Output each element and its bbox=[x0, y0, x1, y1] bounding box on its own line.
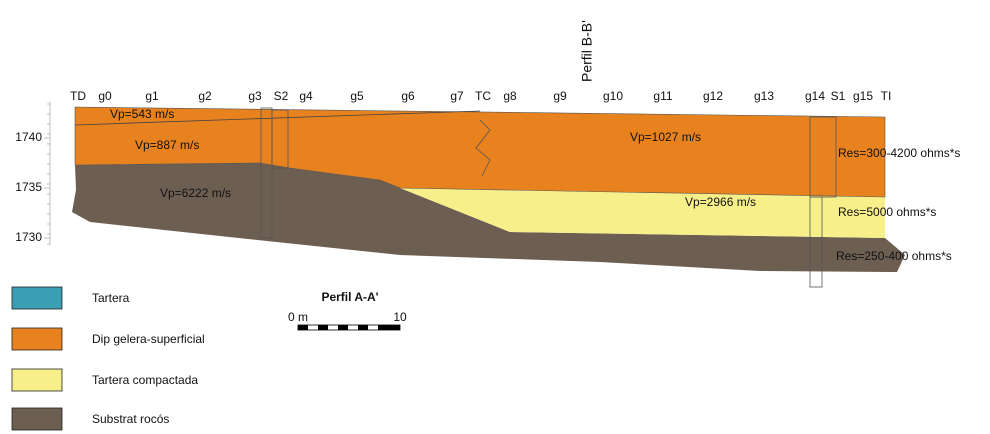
resistivity-label: Res=300-4200 ohms*s bbox=[838, 146, 960, 160]
point-label: g15 bbox=[853, 89, 873, 103]
legend-swatch bbox=[12, 369, 62, 391]
legend-label: Dip gelera-superficial bbox=[92, 332, 205, 346]
point-label: S1 bbox=[831, 89, 846, 103]
scale-seg bbox=[338, 325, 348, 330]
point-label: g12 bbox=[703, 89, 723, 103]
legend-swatch bbox=[12, 287, 62, 309]
point-label: g9 bbox=[553, 89, 567, 103]
scale-seg bbox=[298, 325, 308, 330]
point-label: g2 bbox=[198, 89, 212, 103]
point-label: TI bbox=[881, 89, 892, 103]
point-label: g8 bbox=[503, 89, 517, 103]
resistivity-label: Res=5000 ohms*s bbox=[838, 205, 936, 219]
legend-label: Tartera bbox=[92, 291, 130, 305]
legend-label: Tartera compactada bbox=[92, 373, 198, 387]
profile-title: Perfil B-B' bbox=[579, 20, 595, 82]
resistivity-label: Res=250-400 ohms*s bbox=[836, 249, 952, 263]
scale-seg bbox=[378, 325, 400, 330]
legend-label: Substrat rocós bbox=[92, 412, 169, 426]
scale-seg bbox=[358, 325, 368, 330]
velocity-label: Vp=887 m/s bbox=[135, 138, 199, 152]
point-label: g7 bbox=[450, 89, 464, 103]
point-label: g5 bbox=[350, 89, 364, 103]
point-label: g1 bbox=[145, 89, 159, 103]
point-label: TC bbox=[475, 89, 491, 103]
point-label: S2 bbox=[274, 89, 289, 103]
velocity-label: Vp=2966 m/s bbox=[685, 195, 756, 209]
scale-end: 10 bbox=[393, 310, 407, 324]
diagram: Perfil B-B' 1740 1735 1730 TD g0 g1 g2 g3 S2 g4 g… bbox=[0, 0, 990, 434]
scale-bar: Perfil A-A' 0 m 10 bbox=[288, 290, 407, 330]
point-label: g4 bbox=[299, 89, 313, 103]
velocity-label: Vp=1027 m/s bbox=[630, 130, 701, 144]
point-label: g3 bbox=[248, 89, 262, 103]
legend-swatch bbox=[12, 408, 62, 430]
legend: Tartera Dip gelera-superficial Tartera com… bbox=[12, 287, 205, 430]
point-label: g0 bbox=[98, 89, 112, 103]
point-label: g13 bbox=[754, 89, 774, 103]
point-label: g6 bbox=[401, 89, 415, 103]
scale-seg bbox=[318, 325, 328, 330]
point-label: TD bbox=[70, 89, 86, 103]
scale-start: 0 m bbox=[288, 310, 308, 324]
legend-swatch bbox=[12, 328, 62, 350]
elevation-label: 1740 bbox=[15, 130, 42, 144]
elevation-axis: 1740 1735 1730 bbox=[15, 102, 50, 245]
scale-title: Perfil A-A' bbox=[321, 290, 378, 304]
point-label: g10 bbox=[603, 89, 623, 103]
elevation-label: 1730 bbox=[15, 230, 42, 244]
elevation-label: 1735 bbox=[15, 180, 42, 194]
velocity-label: Vp=6222 m/s bbox=[160, 186, 231, 200]
point-label: g11 bbox=[653, 89, 672, 103]
point-label: g14 bbox=[805, 89, 825, 103]
velocity-label: Vp=543 m/s bbox=[110, 107, 174, 121]
